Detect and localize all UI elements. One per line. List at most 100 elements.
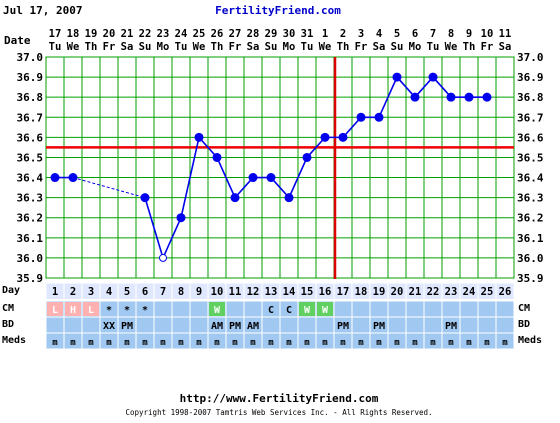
meds-value: m <box>286 338 292 348</box>
temp-point <box>68 173 78 183</box>
temp-point <box>410 92 420 102</box>
weekday-tick-label: Fr <box>355 41 368 53</box>
cycle-day-label: 25 <box>481 286 494 298</box>
cm-cell-highlight <box>209 302 225 316</box>
weekday-tick-label: Tu <box>49 41 62 53</box>
cm-value: H <box>70 305 76 316</box>
temp-point <box>482 92 492 102</box>
temp-line-segment <box>216 157 236 198</box>
cycle-day-label: 24 <box>463 286 476 298</box>
temp-line-segment <box>144 197 164 259</box>
bd-value: AM <box>211 321 223 332</box>
cycle-day-label: 22 <box>427 286 440 298</box>
cm-cell-highlight <box>47 302 63 316</box>
y-tick-label-left: 36.1 <box>17 232 44 245</box>
y-tick-label-right: 36.8 <box>517 91 544 104</box>
cycle-day-label: 2 <box>70 286 76 298</box>
footer-url[interactable]: http://www.FertilityFriend.com <box>180 392 379 405</box>
y-tick-label-right: 36.7 <box>517 111 544 124</box>
meds-value: m <box>178 338 184 348</box>
cycle-day-label: 1 <box>52 286 58 298</box>
date-tick-label: 18 <box>67 28 80 40</box>
cm-value: W <box>322 305 329 316</box>
bd-value: XX <box>103 321 115 332</box>
date-tick-label: 17 <box>49 28 62 40</box>
meds-value: m <box>268 338 274 348</box>
cm-cell-highlight <box>299 302 315 316</box>
temp-point <box>248 173 258 183</box>
bd-value: PM <box>445 321 457 332</box>
cycle-day-label: 4 <box>106 286 112 298</box>
cycle-day-label: 13 <box>265 286 278 298</box>
weekday-tick-label: Tu <box>427 41 440 53</box>
cycle-day-label: 20 <box>391 286 404 298</box>
date-tick-label: 22 <box>139 28 152 40</box>
weekday-tick-label: Mo <box>157 41 170 53</box>
weekday-tick-label: Th <box>85 41 98 53</box>
weekday-tick-label: Su <box>265 41 278 53</box>
weekday-tick-label: We <box>319 41 332 53</box>
meds-value: m <box>52 338 58 348</box>
date-tick-label: 25 <box>193 28 206 40</box>
weekday-tick-label: Fr <box>229 41 242 53</box>
weekday-tick-label: Su <box>139 41 152 53</box>
date-tick-label: 9 <box>466 28 472 40</box>
cm-value: W <box>304 305 311 316</box>
cycle-day-label: 11 <box>229 286 242 298</box>
cycle-day-label: 21 <box>409 286 422 298</box>
y-tick-label-left: 37.0 <box>17 51 44 64</box>
y-tick-label-right: 36.4 <box>517 172 544 185</box>
y-tick-label-left: 36.2 <box>17 212 44 225</box>
temp-point <box>266 173 276 183</box>
meds-value: m <box>322 338 328 348</box>
bd-value: PM <box>337 321 349 332</box>
date-tick-label: 10 <box>481 28 494 40</box>
weekday-tick-label: Fr <box>103 41 116 53</box>
date-tick-label: 23 <box>157 28 170 40</box>
cycle-day-label: 3 <box>88 286 94 298</box>
plot-area <box>45 56 515 279</box>
weekday-tick-label: Sa <box>121 41 134 53</box>
date-tick-label: 19 <box>85 28 98 40</box>
meds-value: m <box>250 338 256 348</box>
meds-row-label-left: Meds <box>2 335 26 346</box>
cycle-day-label: 18 <box>355 286 368 298</box>
date-tick-label: 26 <box>211 28 224 40</box>
cm-value: * <box>142 305 148 316</box>
date-tick-label: 30 <box>283 28 296 40</box>
weekday-tick-label: Su <box>391 41 404 53</box>
y-tick-label-right: 36.6 <box>517 131 544 144</box>
temp-point <box>392 72 402 82</box>
cm-value: * <box>106 305 112 316</box>
temp-point <box>212 152 222 162</box>
cycle-day-label: 14 <box>283 286 296 298</box>
meds-value: m <box>484 338 490 348</box>
temp-point <box>464 92 474 102</box>
site-title: FertilityFriend.com <box>215 4 341 17</box>
cycle-day-label: 17 <box>337 286 350 298</box>
meds-value: m <box>196 338 202 348</box>
y-tick-label-left: 36.4 <box>17 172 44 185</box>
bd-value: PM <box>121 321 133 332</box>
meds-value: m <box>394 338 400 348</box>
bd-row-label-left: BD <box>2 319 14 330</box>
weekday-tick-label: Mo <box>409 41 422 53</box>
date-tick-label: 27 <box>229 28 242 40</box>
date-tick-label: 2 <box>340 28 346 40</box>
cycle-day-label: 8 <box>178 286 184 298</box>
cm-value: L <box>88 305 94 316</box>
meds-value: m <box>358 338 364 348</box>
meds-value: m <box>232 338 238 348</box>
y-tick-label-right: 37.0 <box>517 51 544 64</box>
meds-value: m <box>340 338 346 348</box>
meds-value: m <box>124 338 130 348</box>
date-tick-label: 28 <box>247 28 260 40</box>
date-tick-label: 24 <box>175 28 188 40</box>
cm-value: C <box>268 305 274 316</box>
y-tick-label-left: 36.7 <box>17 111 44 124</box>
date-tick-label: 1 <box>322 28 328 40</box>
date-tick-label: 5 <box>394 28 400 40</box>
temp-point <box>320 132 330 142</box>
footer-copyright: Copyright 1998-2007 Tamtris Web Services… <box>125 408 432 417</box>
cycle-day-label: 5 <box>124 286 130 298</box>
